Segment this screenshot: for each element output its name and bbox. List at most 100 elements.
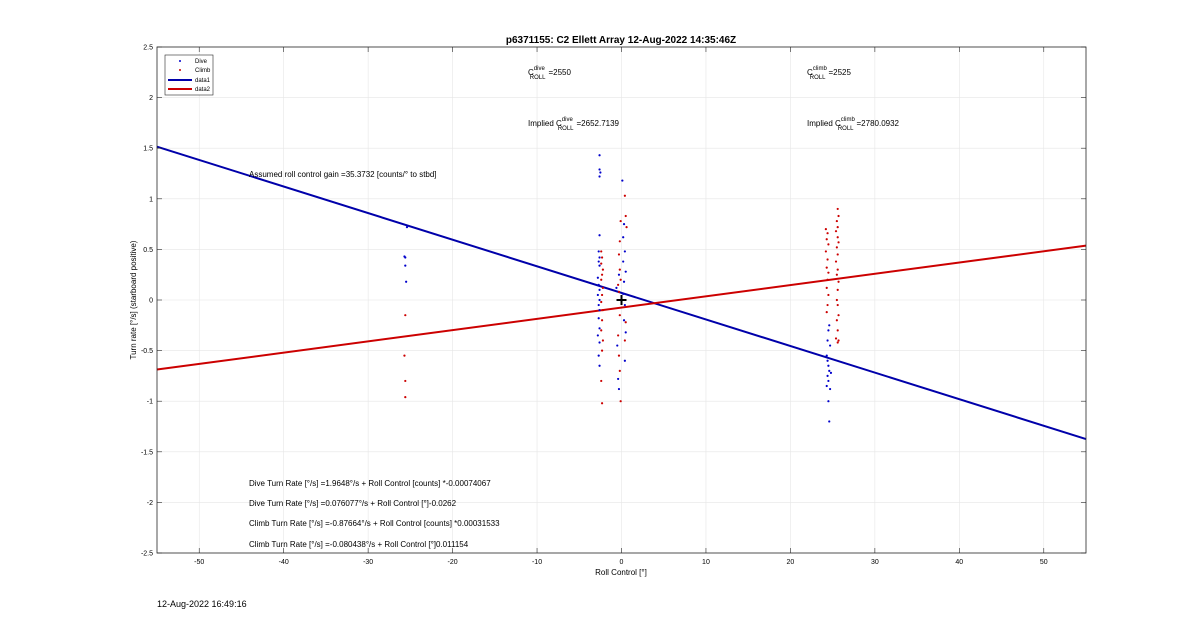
dive-data-point xyxy=(597,317,600,320)
x-tick-label: 10 xyxy=(702,559,710,566)
dive-data-point xyxy=(827,364,830,367)
fit-line-data1 xyxy=(156,145,1087,441)
climb-data-point xyxy=(826,278,829,281)
climb-data-point xyxy=(624,214,627,218)
dive-data-point xyxy=(615,286,618,289)
climb-data-point xyxy=(600,262,603,265)
dive-data-point xyxy=(827,400,830,403)
dive-data-point xyxy=(622,292,625,296)
x-tick-label: -50 xyxy=(194,559,204,566)
dive-data-point xyxy=(828,369,831,372)
climb-data-point xyxy=(617,354,621,357)
x-axis-label: Roll Control [°] xyxy=(595,568,647,577)
dive-data-point xyxy=(826,339,829,342)
y-tick-label: -2.5 xyxy=(141,551,153,558)
dive-data-point xyxy=(598,364,601,367)
climb-data-point xyxy=(827,271,830,274)
legend-data1-label: data1 xyxy=(195,78,211,84)
x-tick-label: 30 xyxy=(871,559,879,566)
dive-data-point xyxy=(598,256,601,259)
climb-data-point xyxy=(836,268,839,271)
implied-climb-annotation: Implied Cclimb ROLL=2780.0932 xyxy=(807,117,900,132)
climb-data-point xyxy=(835,219,838,223)
climb-data-point xyxy=(837,339,840,342)
climb-data-point xyxy=(834,230,838,233)
climb-data-point xyxy=(836,303,839,307)
x-tick-label: -10 xyxy=(532,559,542,566)
climb-data-point xyxy=(619,219,622,223)
chart-title: p6371155: C2 Ellett Array 12-Aug-2022 14… xyxy=(506,35,736,46)
dive-data-point xyxy=(623,250,626,253)
dive-data-point xyxy=(825,384,828,388)
dive-data-point xyxy=(598,309,601,312)
axis-ticks: -50 -40 -30 -20 -10 0 10 20 30 40 50 2.5 2 1.5 1 0.5 0 -0… xyxy=(141,45,1086,566)
climb-data-point xyxy=(600,278,603,281)
dive-data-point xyxy=(622,280,626,283)
climb-data-point xyxy=(825,311,828,314)
legend-dive-marker xyxy=(179,60,181,62)
y-tick-label: 0 xyxy=(149,298,153,305)
climb-data-point xyxy=(600,379,603,383)
dive-data-point xyxy=(597,354,600,357)
climb-data-point xyxy=(826,303,829,307)
climb-equation-degrees: Climb Turn Rate [°/s] =-0.080438°/s + Ro… xyxy=(249,540,469,549)
climb-data-point xyxy=(617,283,620,286)
y-tick-label: 0.5 xyxy=(143,247,153,254)
y-tick-label: -1 xyxy=(147,399,153,406)
climb-data-point xyxy=(617,253,621,256)
y-tick-label: 1 xyxy=(149,196,153,203)
dive-data-point xyxy=(598,234,601,237)
dive-data-point xyxy=(617,387,621,391)
climb-data-point xyxy=(836,207,839,211)
climb-data-point xyxy=(619,278,622,281)
y-tick-label: 2 xyxy=(149,95,153,102)
climb-data-point xyxy=(601,268,605,271)
y-tick-label: 1.5 xyxy=(143,146,153,153)
dive-data-point xyxy=(404,264,407,267)
climb-data-point xyxy=(600,329,603,332)
climb-data-point xyxy=(403,354,406,357)
fit-line-data2 xyxy=(156,244,1087,371)
climb-data-point xyxy=(625,226,628,229)
implied-dive-annotation: Implied Cdive ROLL=2652.7139 xyxy=(528,117,620,132)
dive-data-point xyxy=(596,293,599,297)
y-tick-label: -2 xyxy=(147,500,153,507)
climb-data-point xyxy=(835,298,838,302)
climb-data-point xyxy=(600,250,603,253)
dive-data-point xyxy=(621,179,624,182)
legend-climb-label: Climb xyxy=(195,68,211,74)
climb-data-point xyxy=(825,266,828,269)
climb-data-point xyxy=(617,290,621,294)
climb-data-point xyxy=(825,238,828,241)
climb-data-point xyxy=(600,402,604,405)
dive-data-point xyxy=(622,236,625,239)
dive-data-point xyxy=(598,341,601,344)
dive-data-point xyxy=(617,377,620,381)
dive-data-point xyxy=(598,154,601,157)
dive-data-point xyxy=(596,276,599,279)
dive-data-point xyxy=(829,344,832,347)
dive-data-point xyxy=(598,288,601,291)
dive-data-point xyxy=(827,379,830,383)
climb-data-point xyxy=(837,280,840,283)
climb-data-point xyxy=(835,319,838,322)
climb-data-point xyxy=(836,253,839,256)
y-axis-label: Turn rate [°/s] (starboard positive) xyxy=(129,240,138,359)
x-tick-label: 0 xyxy=(620,559,624,566)
legend: Dive Climb data1 data2 xyxy=(164,54,214,96)
climb-data-point xyxy=(835,246,838,249)
x-tick-label: -30 xyxy=(363,559,373,566)
climb-data-point xyxy=(827,243,830,246)
climb-data-point xyxy=(824,228,827,231)
climb-data-point xyxy=(837,314,840,317)
dive-data-point xyxy=(596,334,599,337)
annotations: Cdive ROLL=2550 Cclimb ROLL=2525 Implied C… xyxy=(249,66,900,549)
dive-data-point xyxy=(405,226,409,229)
climb-data-point xyxy=(618,314,621,317)
climb-data-point xyxy=(601,286,605,289)
dive-data-point xyxy=(404,256,407,259)
climb-data-point xyxy=(600,349,604,352)
dive-data-point xyxy=(622,223,626,226)
c-roll-climb-annotation: Cclimb ROLL=2525 xyxy=(807,66,852,81)
climb-data-point xyxy=(600,256,604,259)
